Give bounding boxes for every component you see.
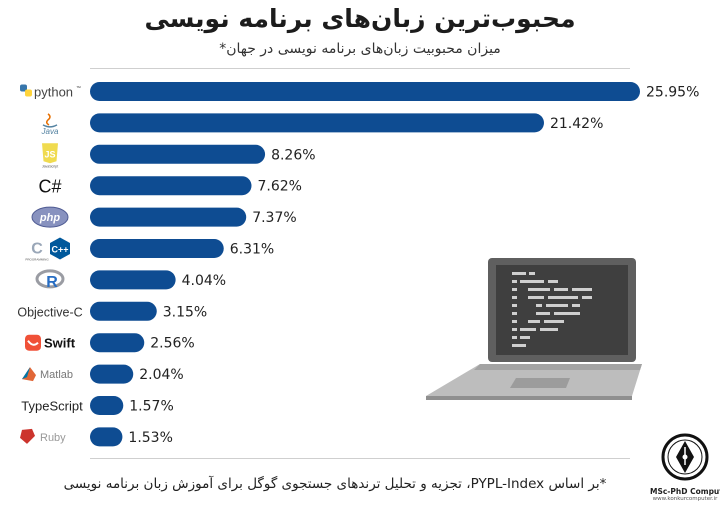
svg-text:PROGRAMMING: PROGRAMMING xyxy=(25,258,49,262)
svg-text:Matlab: Matlab xyxy=(40,369,73,381)
svg-text:Swift: Swift xyxy=(44,336,76,351)
value-label-7: 3.15% xyxy=(163,304,207,320)
bar-8 xyxy=(90,333,145,353)
svg-text:C: C xyxy=(31,241,43,258)
value-label-2: 8.26% xyxy=(271,147,315,163)
csharp-logo: C# xyxy=(38,177,61,197)
ruby-logo: Ruby xyxy=(20,428,66,444)
svg-text:Objective-C: Objective-C xyxy=(17,305,82,319)
svg-text:JS: JS xyxy=(44,149,55,159)
svg-text:php: php xyxy=(39,212,60,224)
svg-text:Ruby: Ruby xyxy=(40,432,66,444)
bar-0 xyxy=(90,82,640,101)
svg-text:JavaScript: JavaScript xyxy=(42,164,58,168)
bar-3 xyxy=(90,176,252,196)
objective-c-logo: Objective-C xyxy=(17,305,82,319)
value-label-3: 7.62% xyxy=(258,179,302,195)
bar-9 xyxy=(90,364,134,384)
bar-4 xyxy=(90,207,247,227)
bar-chart: python ™ 25.95% Java 21.42% JS JavaScript 8.26%… xyxy=(17,82,699,447)
svg-text:TypeScript: TypeScript xyxy=(21,399,83,414)
brand-name: MSc-PhD Computer-IT xyxy=(650,487,720,496)
svg-text:C#: C# xyxy=(38,177,61,197)
value-label-0: 25.95% xyxy=(646,85,699,101)
bar-2 xyxy=(90,144,266,164)
svg-text:Java: Java xyxy=(41,127,59,136)
bar-1 xyxy=(90,113,544,133)
java-logo: Java xyxy=(41,113,59,136)
bar-6 xyxy=(90,270,176,290)
swift-logo: Swift xyxy=(25,334,76,351)
svg-text:C++: C++ xyxy=(51,245,68,255)
php-logo: php xyxy=(31,206,69,228)
source-footnote: *بر اساس PYPL-Index، تجزیه و تحلیل ترنده… xyxy=(63,476,607,492)
value-label-9: 2.04% xyxy=(139,367,183,383)
python-logo: python ™ xyxy=(20,84,81,100)
laptop-code-icon xyxy=(426,258,642,400)
chart-title: محبوب‌ترین زبان‌های برنامه نویسی xyxy=(144,4,576,33)
chart-subtitle: میزان محبوبیت زبان‌های برنامه نویسی در ج… xyxy=(219,41,501,57)
r-logo: R xyxy=(35,269,65,291)
typescript-logo: TypeScript xyxy=(21,399,83,414)
value-label-5: 6.31% xyxy=(230,242,274,258)
bar-7 xyxy=(90,301,157,321)
bar-11 xyxy=(90,427,123,447)
value-label-4: 7.37% xyxy=(252,210,296,226)
bar-10 xyxy=(90,396,124,415)
bottom-divider xyxy=(90,458,630,459)
javascript-logo: JS JavaScript xyxy=(42,143,58,168)
value-label-1: 21.42% xyxy=(550,116,603,132)
matlab-logo: Matlab xyxy=(22,367,73,382)
bar-5 xyxy=(90,239,224,258)
svg-text:python: python xyxy=(34,85,73,100)
brand-url: www.konkurcomputer.ir xyxy=(652,496,718,502)
value-label-8: 2.56% xyxy=(150,336,194,352)
value-label-6: 4.04% xyxy=(182,273,226,289)
top-divider xyxy=(90,68,630,69)
svg-text:R: R xyxy=(46,274,58,291)
value-label-11: 1.53% xyxy=(128,430,172,446)
svg-text:™: ™ xyxy=(76,86,81,92)
pen-nib-logo-icon xyxy=(661,433,709,481)
value-label-10: 1.57% xyxy=(129,399,173,415)
brand-logo: MSc-PhD Computer-IT www.konkurcomputer.i… xyxy=(650,433,720,502)
